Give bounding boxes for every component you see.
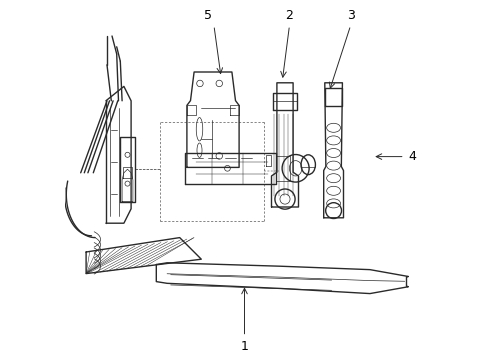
Text: 4: 4	[407, 150, 415, 163]
Text: 3: 3	[346, 9, 354, 22]
Text: 1: 1	[240, 340, 248, 353]
Text: 2: 2	[285, 9, 293, 22]
Text: 5: 5	[204, 9, 212, 22]
